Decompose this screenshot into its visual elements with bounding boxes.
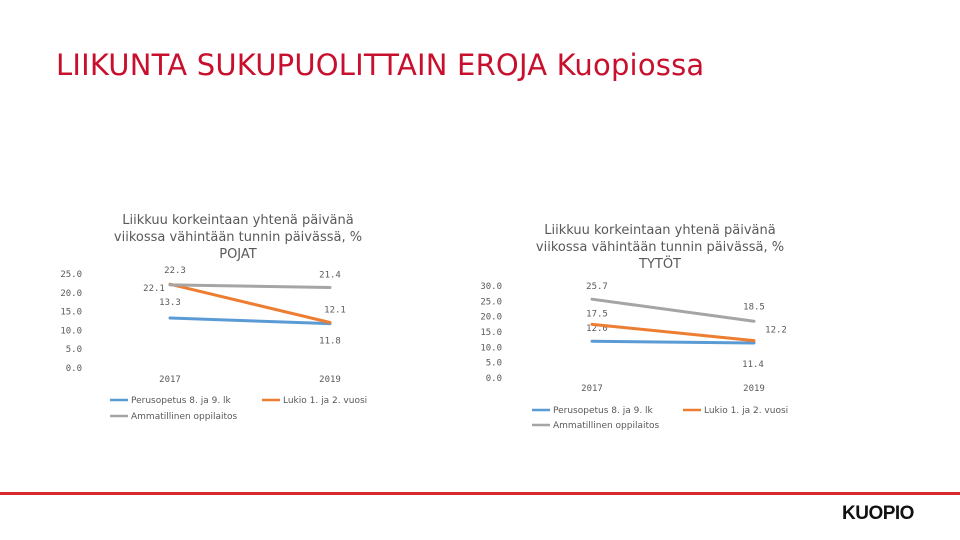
chart-title-line: Liikkuu korkeintaan yhtenä päivänä bbox=[122, 213, 353, 228]
chart-title-line: viikossa vähintään tunnin päivässä, % bbox=[536, 240, 784, 255]
data-label: 22.3 bbox=[164, 266, 186, 276]
data-label: 17.5 bbox=[586, 309, 608, 319]
footer-divider bbox=[0, 492, 960, 495]
legend-label: Perusopetus 8. ja 9. lk bbox=[553, 406, 654, 416]
chart-title-line: viikossa vähintään tunnin päivässä, % bbox=[114, 230, 362, 245]
x-tick-label: 2019 bbox=[743, 384, 765, 394]
series-line bbox=[590, 297, 756, 323]
y-tick-label: 25.0 bbox=[480, 297, 502, 307]
kuopio-logo: KUOPIO bbox=[842, 503, 914, 524]
y-tick-label: 15.0 bbox=[480, 328, 502, 338]
data-label: 12.1 bbox=[324, 306, 346, 316]
series-line bbox=[168, 282, 332, 325]
y-tick-label: 30.0 bbox=[480, 282, 502, 292]
series-line bbox=[168, 316, 332, 326]
y-tick-label: 0.0 bbox=[66, 364, 82, 374]
y-tick-label: 10.0 bbox=[480, 343, 502, 353]
x-tick-label: 2017 bbox=[159, 375, 181, 385]
data-label: 22.1 bbox=[143, 284, 165, 294]
chart-title-line: POJAT bbox=[219, 247, 257, 262]
series-line bbox=[168, 283, 332, 290]
y-tick-label: 20.0 bbox=[480, 313, 502, 323]
data-label: 21.4 bbox=[319, 271, 341, 281]
y-tick-label: 20.0 bbox=[60, 289, 82, 299]
y-tick-label: 5.0 bbox=[66, 345, 82, 355]
y-tick-label: 15.0 bbox=[60, 308, 82, 318]
legend-label: Lukio 1. ja 2. vuosi bbox=[704, 406, 788, 416]
legend-label: Lukio 1. ja 2. vuosi bbox=[283, 396, 367, 406]
y-tick-label: 25.0 bbox=[60, 270, 82, 280]
x-tick-label: 2019 bbox=[319, 375, 341, 385]
slide-title: LIIKUNTA SUKUPUOLITTAIN EROJA Kuopiossa bbox=[56, 48, 705, 82]
x-tick-label: 2017 bbox=[581, 384, 603, 394]
legend-label: Perusopetus 8. ja 9. lk bbox=[131, 396, 232, 406]
legend-label: Ammatillinen oppilaitos bbox=[553, 421, 660, 431]
series-line bbox=[590, 339, 756, 345]
data-label: 25.7 bbox=[586, 282, 608, 292]
y-tick-label: 10.0 bbox=[60, 326, 82, 336]
data-label: 12.0 bbox=[586, 324, 608, 334]
data-label: 11.4 bbox=[742, 360, 764, 370]
chart-title-line: TYTÖT bbox=[638, 255, 681, 272]
data-label: 11.8 bbox=[319, 337, 341, 347]
data-label: 13.3 bbox=[159, 298, 181, 308]
legend-label: Ammatillinen oppilaitos bbox=[131, 412, 238, 422]
chart-title-line: Liikkuu korkeintaan yhtenä päivänä bbox=[544, 223, 775, 238]
y-tick-label: 5.0 bbox=[486, 359, 502, 369]
y-tick-label: 0.0 bbox=[486, 374, 502, 384]
series-line bbox=[590, 322, 756, 343]
data-label: 18.5 bbox=[743, 302, 765, 312]
data-label: 12.2 bbox=[765, 326, 787, 336]
